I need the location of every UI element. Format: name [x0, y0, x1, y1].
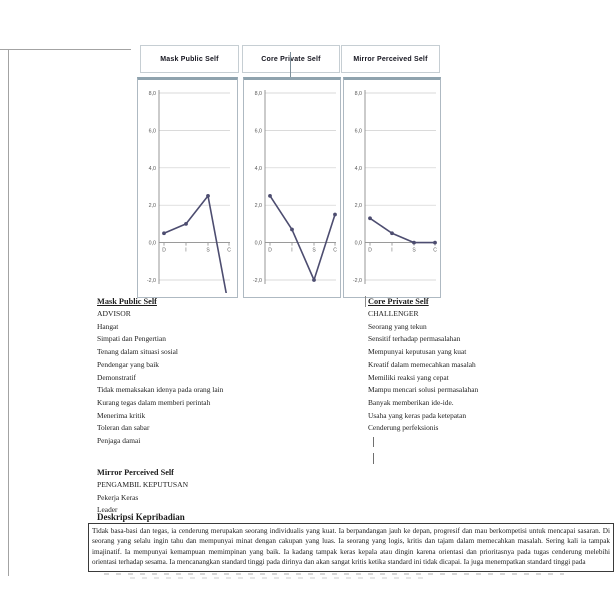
chart-title-box-mirror: Mirror Perceived Self	[341, 45, 440, 73]
svg-text:0,0: 0,0	[355, 241, 362, 247]
section-title: Mirror Perceived Self	[97, 468, 174, 477]
svg-text:2,0: 2,0	[355, 203, 362, 209]
svg-text:4,0: 4,0	[255, 166, 262, 172]
section-title: Mask Public Self	[97, 297, 157, 306]
trait-item: Tenang dalam situasi sosial	[97, 347, 178, 357]
chart-title-box-core: Core Private Self	[242, 45, 340, 73]
trait-item: Memiliki reaksi yang cepat	[368, 372, 449, 382]
table-border-fragment	[365, 296, 366, 307]
type-label: CHALLENGER	[368, 309, 419, 318]
trait-item: Demonstratif	[97, 372, 136, 382]
section-mask-public-self: Mask Public Self ADVISOR Hangat Simpati d…	[97, 295, 367, 448]
section-title: Core Private Self	[368, 297, 429, 306]
trait-list: Hangat Simpati dan Pengertian Tenang dalam…	[97, 321, 367, 448]
disc-graph-mirror-perceived-self: 8,0 6,0 4,0 2,0 0,0 -2,0 D I S C	[343, 77, 441, 298]
svg-text:-2,0: -2,0	[147, 278, 156, 284]
disc-graph-core-private-self: 8,0 6,0 4,0 2,0 0,0 -2,0 D I S C	[243, 77, 341, 298]
svg-text:0,0: 0,0	[255, 241, 262, 247]
chart-title-label: Mirror Perceived Self	[353, 55, 428, 63]
trait-item: Simpati dan Pengertian	[97, 334, 166, 344]
line-chart: 8,0 6,0 4,0 2,0 0,0 -2,0 D I S C	[353, 90, 437, 284]
svg-text:4,0: 4,0	[149, 166, 156, 172]
chart-connector-line	[290, 52, 291, 78]
trait-item: Pekerja Keras	[97, 492, 139, 502]
svg-text:0,0: 0,0	[149, 241, 156, 247]
section-core-private-self: Core Private Self CHALLENGER Seorang yan…	[368, 295, 616, 435]
trait-item: Penjaga damai	[97, 436, 141, 446]
svg-text:8,0: 8,0	[355, 91, 362, 97]
description-heading: Deskripsi Kepribadian	[97, 512, 185, 522]
type-label: PENGAMBIL KEPUTUSAN	[97, 480, 189, 489]
svg-text:2,0: 2,0	[255, 203, 262, 209]
svg-text:2,0: 2,0	[149, 203, 156, 209]
trait-item: Pendengar yang baik	[97, 359, 159, 369]
svg-text:8,0: 8,0	[149, 91, 156, 97]
table-border-fragment	[373, 453, 374, 464]
svg-text:-2,0: -2,0	[353, 278, 362, 284]
svg-text:6,0: 6,0	[149, 128, 156, 134]
cut-off-text-remnant	[130, 577, 430, 579]
trait-item: Mampu mencari solusi permasalahan	[368, 385, 479, 395]
svg-text:I: I	[291, 248, 292, 254]
trait-item: Sensitif terhadap permasalahan	[368, 334, 461, 344]
svg-text:D: D	[368, 248, 372, 254]
trait-list: Pekerja Keras Leader	[97, 492, 367, 517]
svg-text:D: D	[162, 248, 166, 254]
trait-item: Toleran dan sabar	[97, 423, 150, 433]
chart-title-label: Core Private Self	[261, 55, 321, 63]
trait-item: Kreatif dalam memecahkan masalah	[368, 359, 476, 369]
trait-item: Menerima kritik	[97, 410, 146, 420]
svg-text:6,0: 6,0	[255, 128, 262, 134]
cut-off-text-remnant	[104, 573, 564, 575]
trait-list: Seorang yang tekun Sensitif terhadap perm…	[368, 321, 616, 435]
trait-item: Mempunyai keputusan yang kuat	[368, 347, 467, 357]
svg-text:-2,0: -2,0	[253, 278, 262, 284]
page-edge-left	[8, 49, 9, 576]
chart-title-box-mask: Mask Public Self	[140, 45, 239, 73]
svg-text:I: I	[185, 248, 186, 254]
trait-item: Hangat	[97, 321, 119, 331]
section-mirror-perceived-self: Mirror Perceived Self PENGAMBIL KEPUTUSA…	[97, 466, 367, 517]
svg-text:4,0: 4,0	[355, 166, 362, 172]
description-text: Tidak basa-basi dan tegas, ia cenderung …	[92, 527, 610, 567]
svg-text:S: S	[206, 248, 210, 254]
svg-text:C: C	[433, 248, 437, 254]
line-chart: 8,0 6,0 4,0 2,0 0,0 -2,0 D I S C	[253, 90, 337, 284]
table-border-fragment	[373, 437, 374, 447]
svg-text:6,0: 6,0	[355, 128, 362, 134]
trait-item: Leader	[97, 505, 118, 515]
svg-text:C: C	[227, 248, 231, 254]
chart-title-label: Mask Public Self	[160, 55, 219, 63]
svg-text:I: I	[391, 248, 392, 254]
disc-graph-mask-public-self: 8,0 6,0 4,0 2,0 0,0 -2,0 D I S C	[137, 77, 238, 298]
trait-item: Seorang yang tekun	[368, 321, 427, 331]
trait-item: Cenderung perfeksionis	[368, 423, 439, 433]
trait-item: Banyak memberikan ide-ide.	[368, 397, 454, 407]
trait-item: Kurang tegas dalam memberi perintah	[97, 397, 211, 407]
line-chart: 8,0 6,0 4,0 2,0 0,0 -2,0 D I S C	[147, 90, 231, 293]
type-label: ADVISOR	[97, 309, 131, 318]
page-edge-top	[0, 49, 131, 50]
trait-item: Usaha yang keras pada ketepatan	[368, 410, 467, 420]
svg-text:S: S	[312, 248, 316, 254]
svg-text:8,0: 8,0	[255, 91, 262, 97]
trait-item: Tidak memaksakan idenya pada orang lain	[97, 385, 224, 395]
svg-text:C: C	[333, 248, 337, 254]
svg-text:S: S	[412, 248, 416, 254]
description-paragraph-box: Tidak basa-basi dan tegas, ia cenderung …	[88, 523, 614, 572]
svg-text:D: D	[268, 248, 272, 254]
